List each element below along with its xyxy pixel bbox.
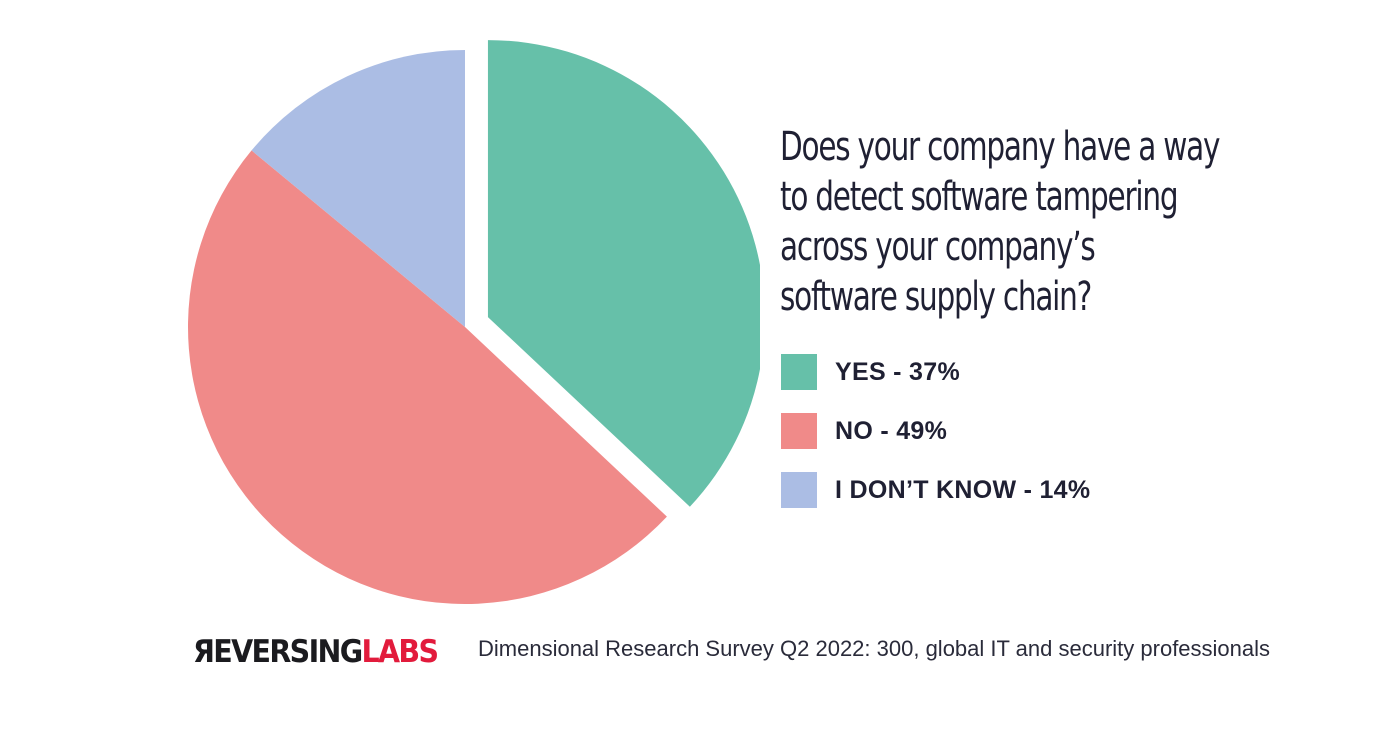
chart-legend: YES - 37% NO - 49% I DON’T KNOW - 14% (781, 354, 1090, 531)
chart-title-line-2: to detect software tampering (780, 174, 1179, 220)
chart-title-line-3: across your company’s (780, 224, 1096, 270)
chart-title-line-1: Does your company have a way (780, 124, 1220, 170)
legend-swatch-dont-know (781, 472, 817, 508)
pie-slice-no (187, 150, 667, 605)
brand-logo: ЯEVERSING LABS (193, 634, 439, 670)
footer: ЯEVERSING LABS Dimensional Research Surv… (193, 634, 1270, 670)
logo-wordmark-part2: LABS (361, 634, 439, 670)
legend-label-yes: YES - 37% (835, 357, 960, 386)
pie-slice-yes (487, 40, 760, 507)
pie-chart (187, 40, 760, 605)
legend-item-no: NO - 49% (781, 413, 1090, 449)
source-note: Dimensional Research Survey Q2 2022: 300… (478, 636, 1271, 661)
chart-title-line-4: software supply chain? (780, 274, 1092, 320)
chart-title: Does your company have a way to detect s… (780, 122, 1239, 322)
legend-item-yes: YES - 37% (781, 354, 1090, 390)
legend-swatch-no (781, 413, 817, 449)
legend-swatch-yes (781, 354, 817, 390)
pie-slice-dont-know (251, 50, 465, 327)
legend-item-dont-know: I DON’T KNOW - 14% (781, 472, 1090, 508)
legend-label-dont-know: I DON’T KNOW - 14% (835, 475, 1091, 504)
logo-wordmark-part1: ЯEVERSING (193, 634, 363, 670)
legend-label-no: NO - 49% (835, 416, 948, 445)
